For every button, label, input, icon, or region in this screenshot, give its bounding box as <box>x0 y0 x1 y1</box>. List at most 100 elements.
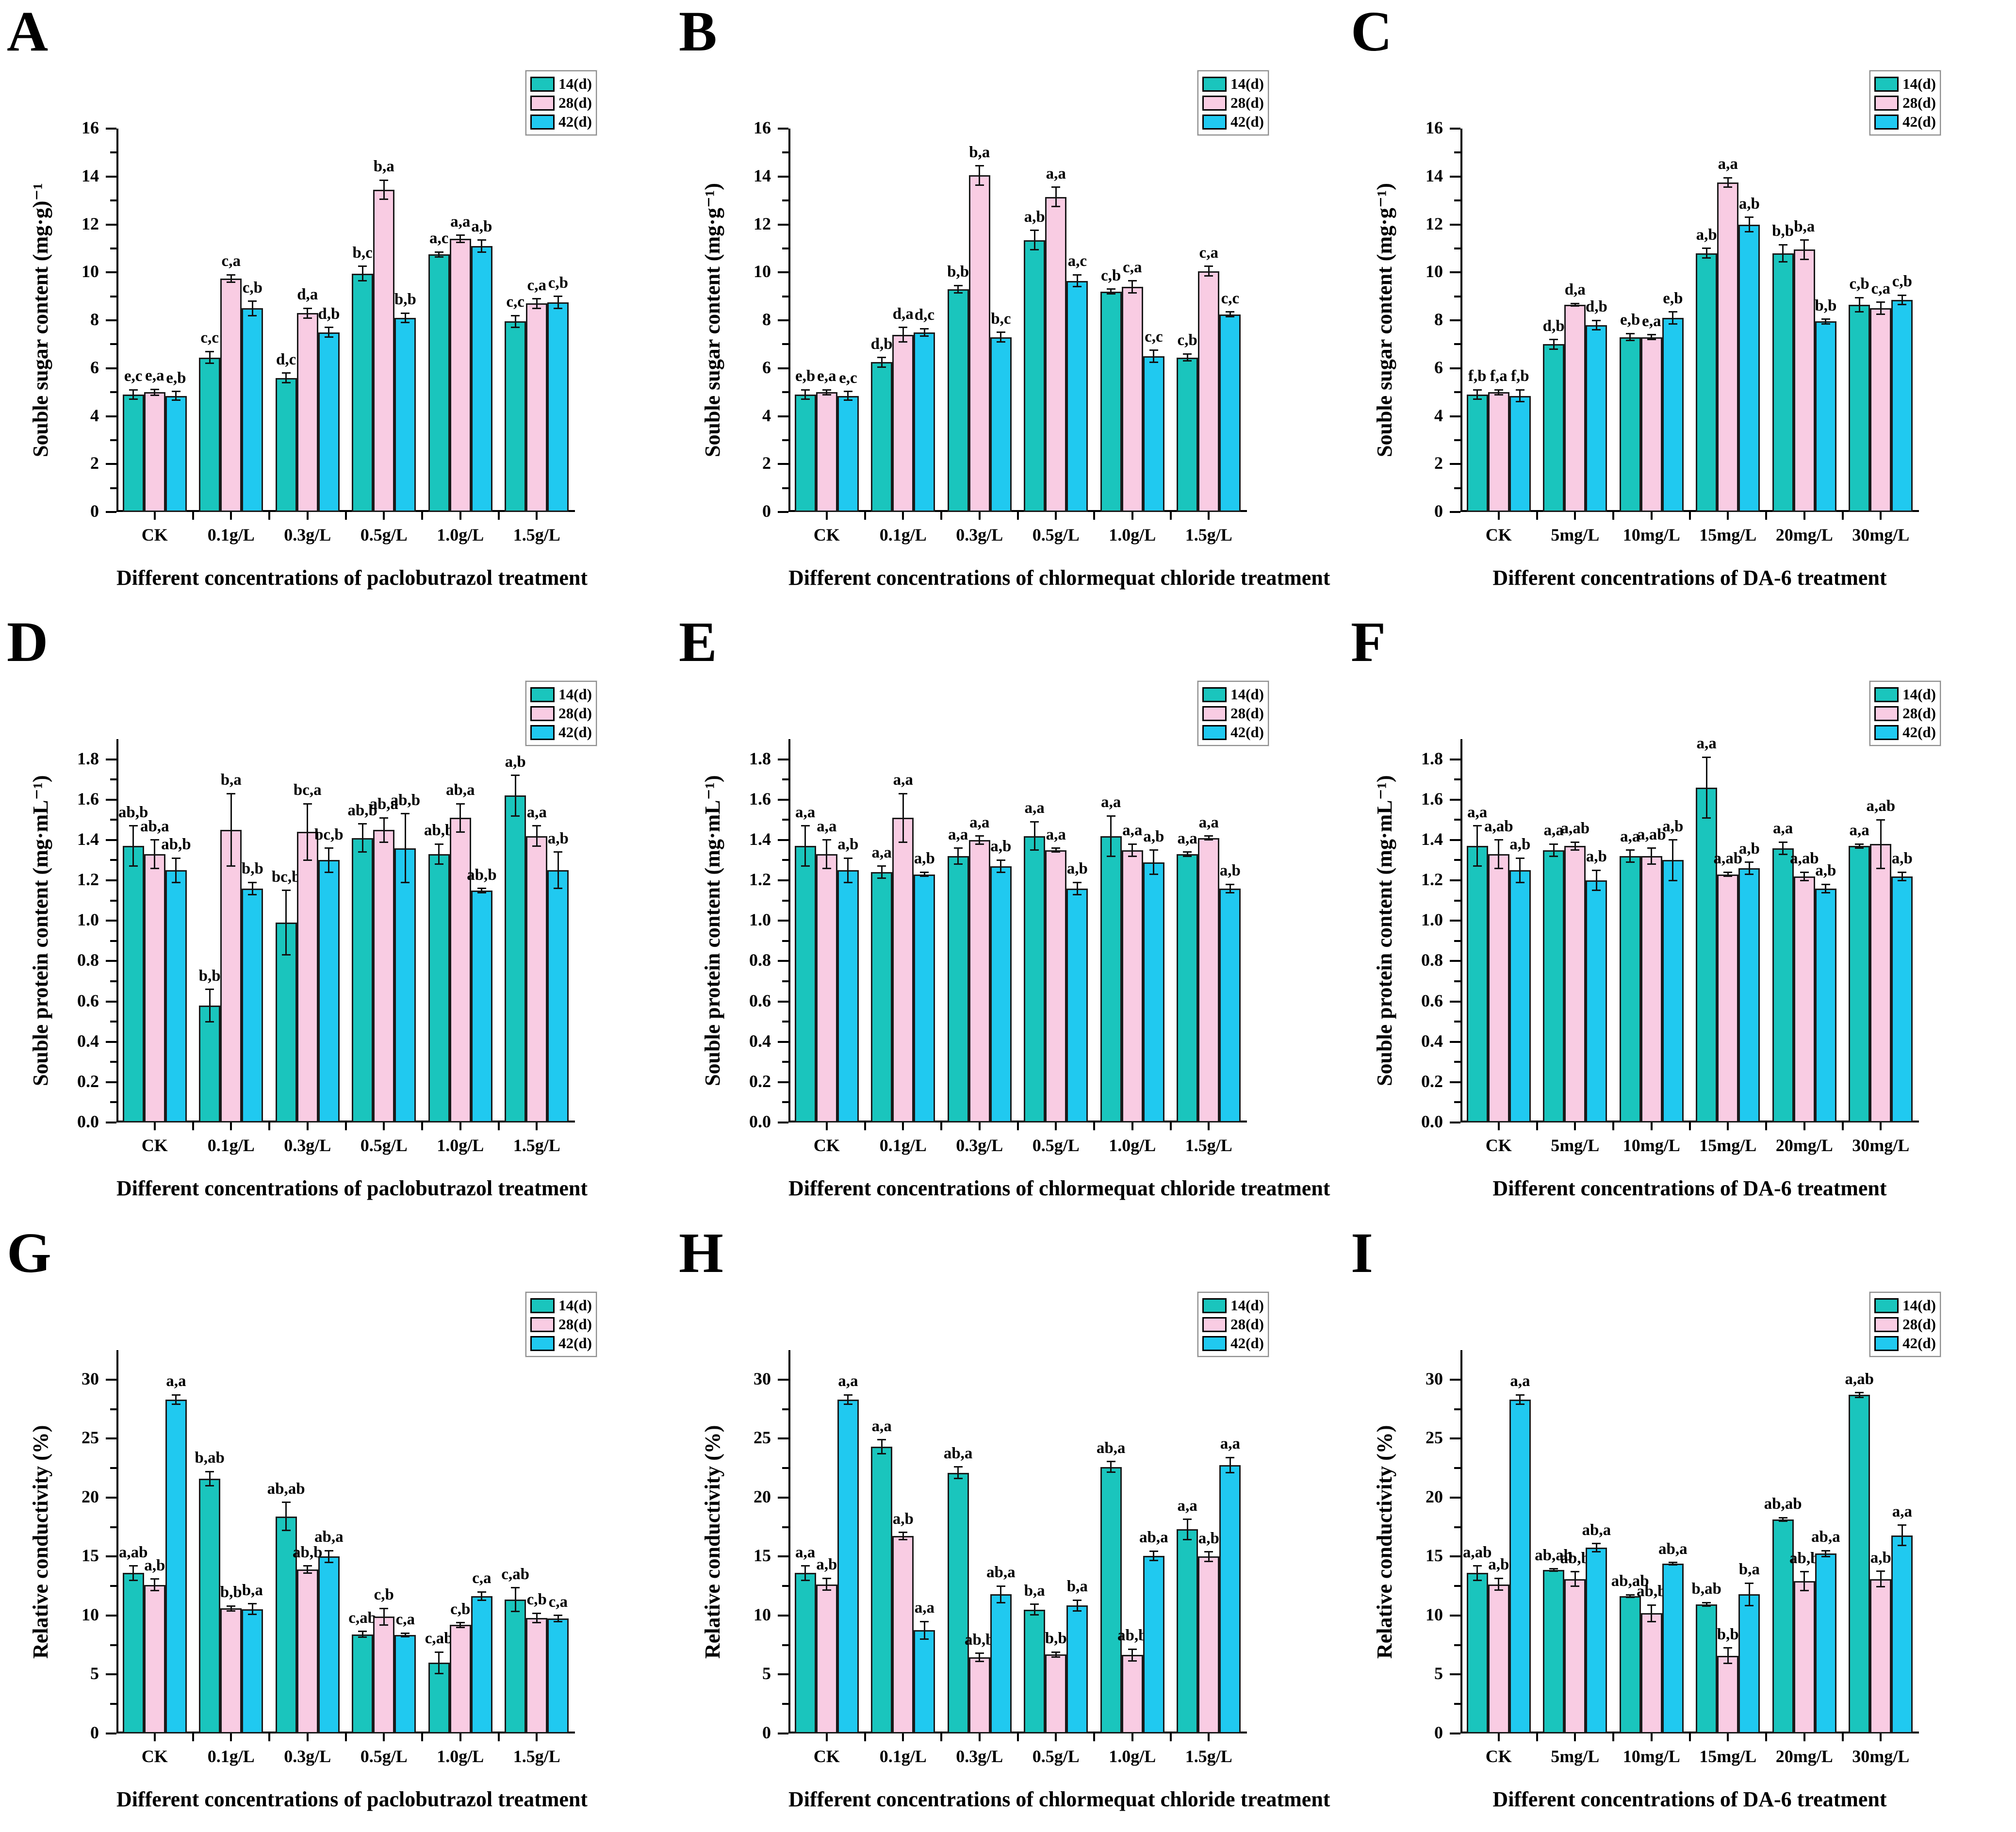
y-minor-tick <box>110 439 116 441</box>
legend-label: 14(d) <box>1902 686 1936 703</box>
significance-label: d,b <box>1585 298 1607 315</box>
error-bar-cap-bottom <box>1800 258 1809 260</box>
error-bar <box>481 1592 483 1601</box>
error-bar <box>1574 303 1576 306</box>
error-bar-cap-top <box>358 1631 367 1633</box>
error-bar-cap-top <box>1030 230 1039 231</box>
significance-label: ab,b <box>293 1543 323 1561</box>
error-bar-cap-top <box>379 817 389 819</box>
error-bar <box>1858 844 1860 848</box>
significance-label: c,c <box>506 293 524 311</box>
x-tick <box>864 1122 866 1130</box>
x-category-label: 0.5g/L <box>1032 1136 1080 1155</box>
y-tick <box>778 758 788 760</box>
significance-label: a,b <box>1891 850 1913 868</box>
y-tick <box>778 1555 788 1558</box>
error-bar <box>1672 312 1674 324</box>
error-bar-cap-top <box>1473 389 1482 391</box>
significance-label: ab,a <box>1582 1521 1611 1539</box>
y-tick <box>106 758 116 760</box>
y-tick-label: 15 <box>754 1546 771 1566</box>
error-bar-cap-bottom <box>1030 849 1039 851</box>
bar-42d-10mg/L <box>1662 318 1684 512</box>
error-bar-cap-bottom <box>379 1624 389 1626</box>
error-bar-cap-top <box>822 1577 831 1579</box>
error-bar-cap-bottom <box>1668 323 1677 325</box>
error-bar-cap-top <box>1030 1603 1039 1605</box>
significance-label: b,a <box>373 158 394 176</box>
error-bar <box>132 825 134 866</box>
significance-label: a,a <box>1696 735 1717 753</box>
bar-14d-10mg/L <box>1619 1596 1641 1733</box>
error-bar-cap-top <box>1898 1524 1907 1526</box>
legend-label: 14(d) <box>1230 1297 1264 1314</box>
x-category-label: 0.1g/L <box>207 525 255 545</box>
legend-entry: 42(d) <box>1874 724 1936 741</box>
error-bar <box>881 357 883 367</box>
y-tick <box>106 175 116 178</box>
error-bar-cap-bottom <box>877 1453 886 1455</box>
error-bar <box>154 389 156 396</box>
error-bar-cap-top <box>1149 849 1158 851</box>
legend: 14(d) 28(d) 42(d) <box>1197 70 1269 135</box>
error-bar-cap-bottom <box>1494 394 1503 396</box>
bar-14d-1.5g/L <box>1177 1529 1198 1733</box>
error-bar <box>1000 860 1002 873</box>
legend-swatch-42d <box>530 725 555 740</box>
plot-area <box>1460 1350 1919 1733</box>
error-bar-cap-top <box>953 1466 963 1468</box>
legend-label: 14(d) <box>558 75 592 92</box>
y-tick-label: 0.4 <box>77 1031 99 1051</box>
x-category-label: 0.1g/L <box>207 1747 255 1766</box>
y-tick-label: 16 <box>82 118 99 137</box>
error-bar-cap-top <box>1128 280 1137 282</box>
significance-label: ab,b <box>161 836 191 854</box>
bar-14d-5mg/L <box>1543 850 1565 1122</box>
error-bar-cap-bottom <box>1876 867 1885 869</box>
x-axis-title: Different concentrations of DA-6 treatme… <box>1492 1176 1887 1200</box>
error-bar-cap-top <box>227 274 236 276</box>
error-bar-cap-bottom <box>1051 851 1061 853</box>
error-bar <box>804 1566 806 1580</box>
significance-label: a,a <box>871 843 892 861</box>
significance-label: a,a <box>1046 825 1066 843</box>
error-bar-cap-bottom <box>1494 1589 1503 1591</box>
error-bar <box>132 1566 134 1580</box>
bar-14d-CK <box>1466 1573 1488 1733</box>
y-tick <box>1450 367 1460 369</box>
x-tick <box>940 1733 942 1741</box>
bar-42d-0.3g/L <box>990 337 1012 512</box>
legend-swatch-28d <box>530 1317 555 1332</box>
error-bar-cap-bottom <box>1549 855 1558 857</box>
y-minor-tick <box>110 199 116 202</box>
error-bar-cap-bottom <box>324 1562 333 1564</box>
error-bar-cap-bottom <box>171 399 180 401</box>
error-bar-cap-top <box>205 350 214 352</box>
bar-28d-CK <box>816 1584 837 1733</box>
significance-label: a,a <box>1046 165 1066 182</box>
significance-label: b,a <box>242 1581 263 1599</box>
y-minor-tick <box>1454 859 1460 861</box>
x-tick <box>383 1122 385 1130</box>
error-bar <box>1519 858 1521 883</box>
bar-14d-1.5g/L <box>1177 357 1198 512</box>
y-tick <box>106 319 116 321</box>
x-category-label: 0.3g/L <box>284 525 331 545</box>
y-tick <box>1450 879 1460 882</box>
bar-14d-CK <box>122 395 144 512</box>
error-bar-cap-top <box>1625 849 1635 851</box>
error-bar <box>438 844 440 864</box>
bar-42d-0.3g/L <box>318 860 340 1122</box>
error-bar-cap-bottom <box>1745 874 1754 875</box>
y-tick <box>1450 511 1460 513</box>
x-tick <box>1727 512 1729 520</box>
y-minor-tick <box>782 859 788 861</box>
significance-label: a,a <box>1718 155 1738 173</box>
y-tick-label: 6 <box>1434 357 1443 377</box>
significance-label: c,b <box>242 279 262 297</box>
legend-swatch-14d <box>1202 687 1227 702</box>
legend-label: 14(d) <box>1902 75 1936 92</box>
error-bar-cap-bottom <box>511 1610 520 1612</box>
y-tick <box>1450 463 1460 465</box>
x-tick <box>1093 1122 1095 1130</box>
